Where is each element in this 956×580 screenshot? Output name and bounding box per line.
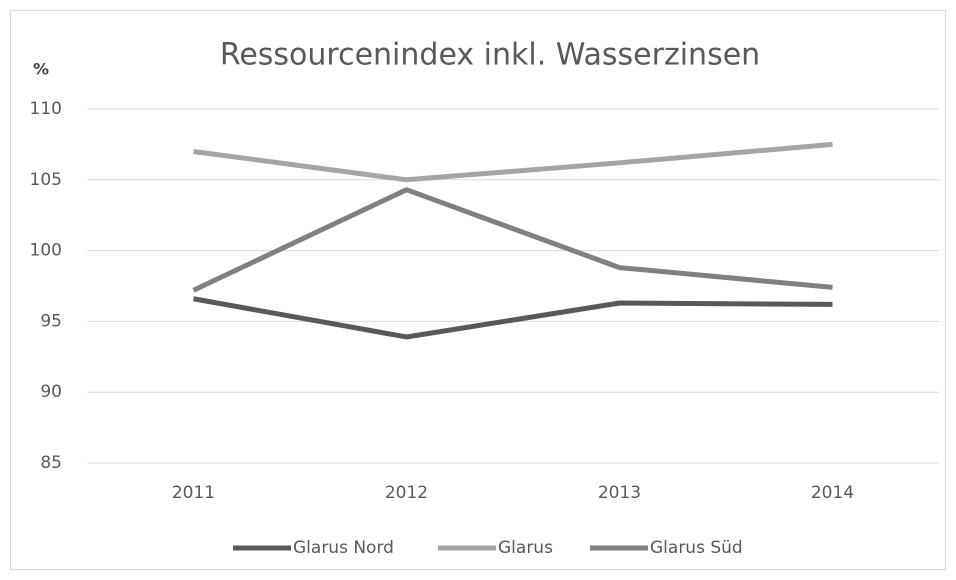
y-tick-label: 100 — [30, 241, 62, 261]
y-tick-label: 90 — [40, 382, 62, 402]
legend-label: Glarus Nord — [293, 538, 394, 558]
y-tick-label: 110 — [30, 99, 62, 119]
chart-title: Ressourcenindex inkl. Wasserzinsen — [220, 38, 760, 73]
x-tick-label: 2011 — [172, 483, 215, 503]
legend-label: Glarus Süd — [650, 538, 743, 558]
series-line — [193, 141, 833, 183]
y-tick-label: 105 — [30, 170, 62, 190]
chart-border — [10, 10, 946, 570]
x-tick-label: 2012 — [385, 483, 428, 503]
series-line — [192, 187, 833, 293]
series-line — [193, 296, 833, 340]
y-axis-label: % — [33, 60, 49, 79]
y-tick-label: 85 — [40, 453, 62, 473]
x-tick-label: 2013 — [598, 483, 641, 503]
legend-label: Glarus — [498, 538, 553, 558]
x-tick-label: 2014 — [811, 483, 854, 503]
y-tick-label: 95 — [40, 311, 62, 331]
